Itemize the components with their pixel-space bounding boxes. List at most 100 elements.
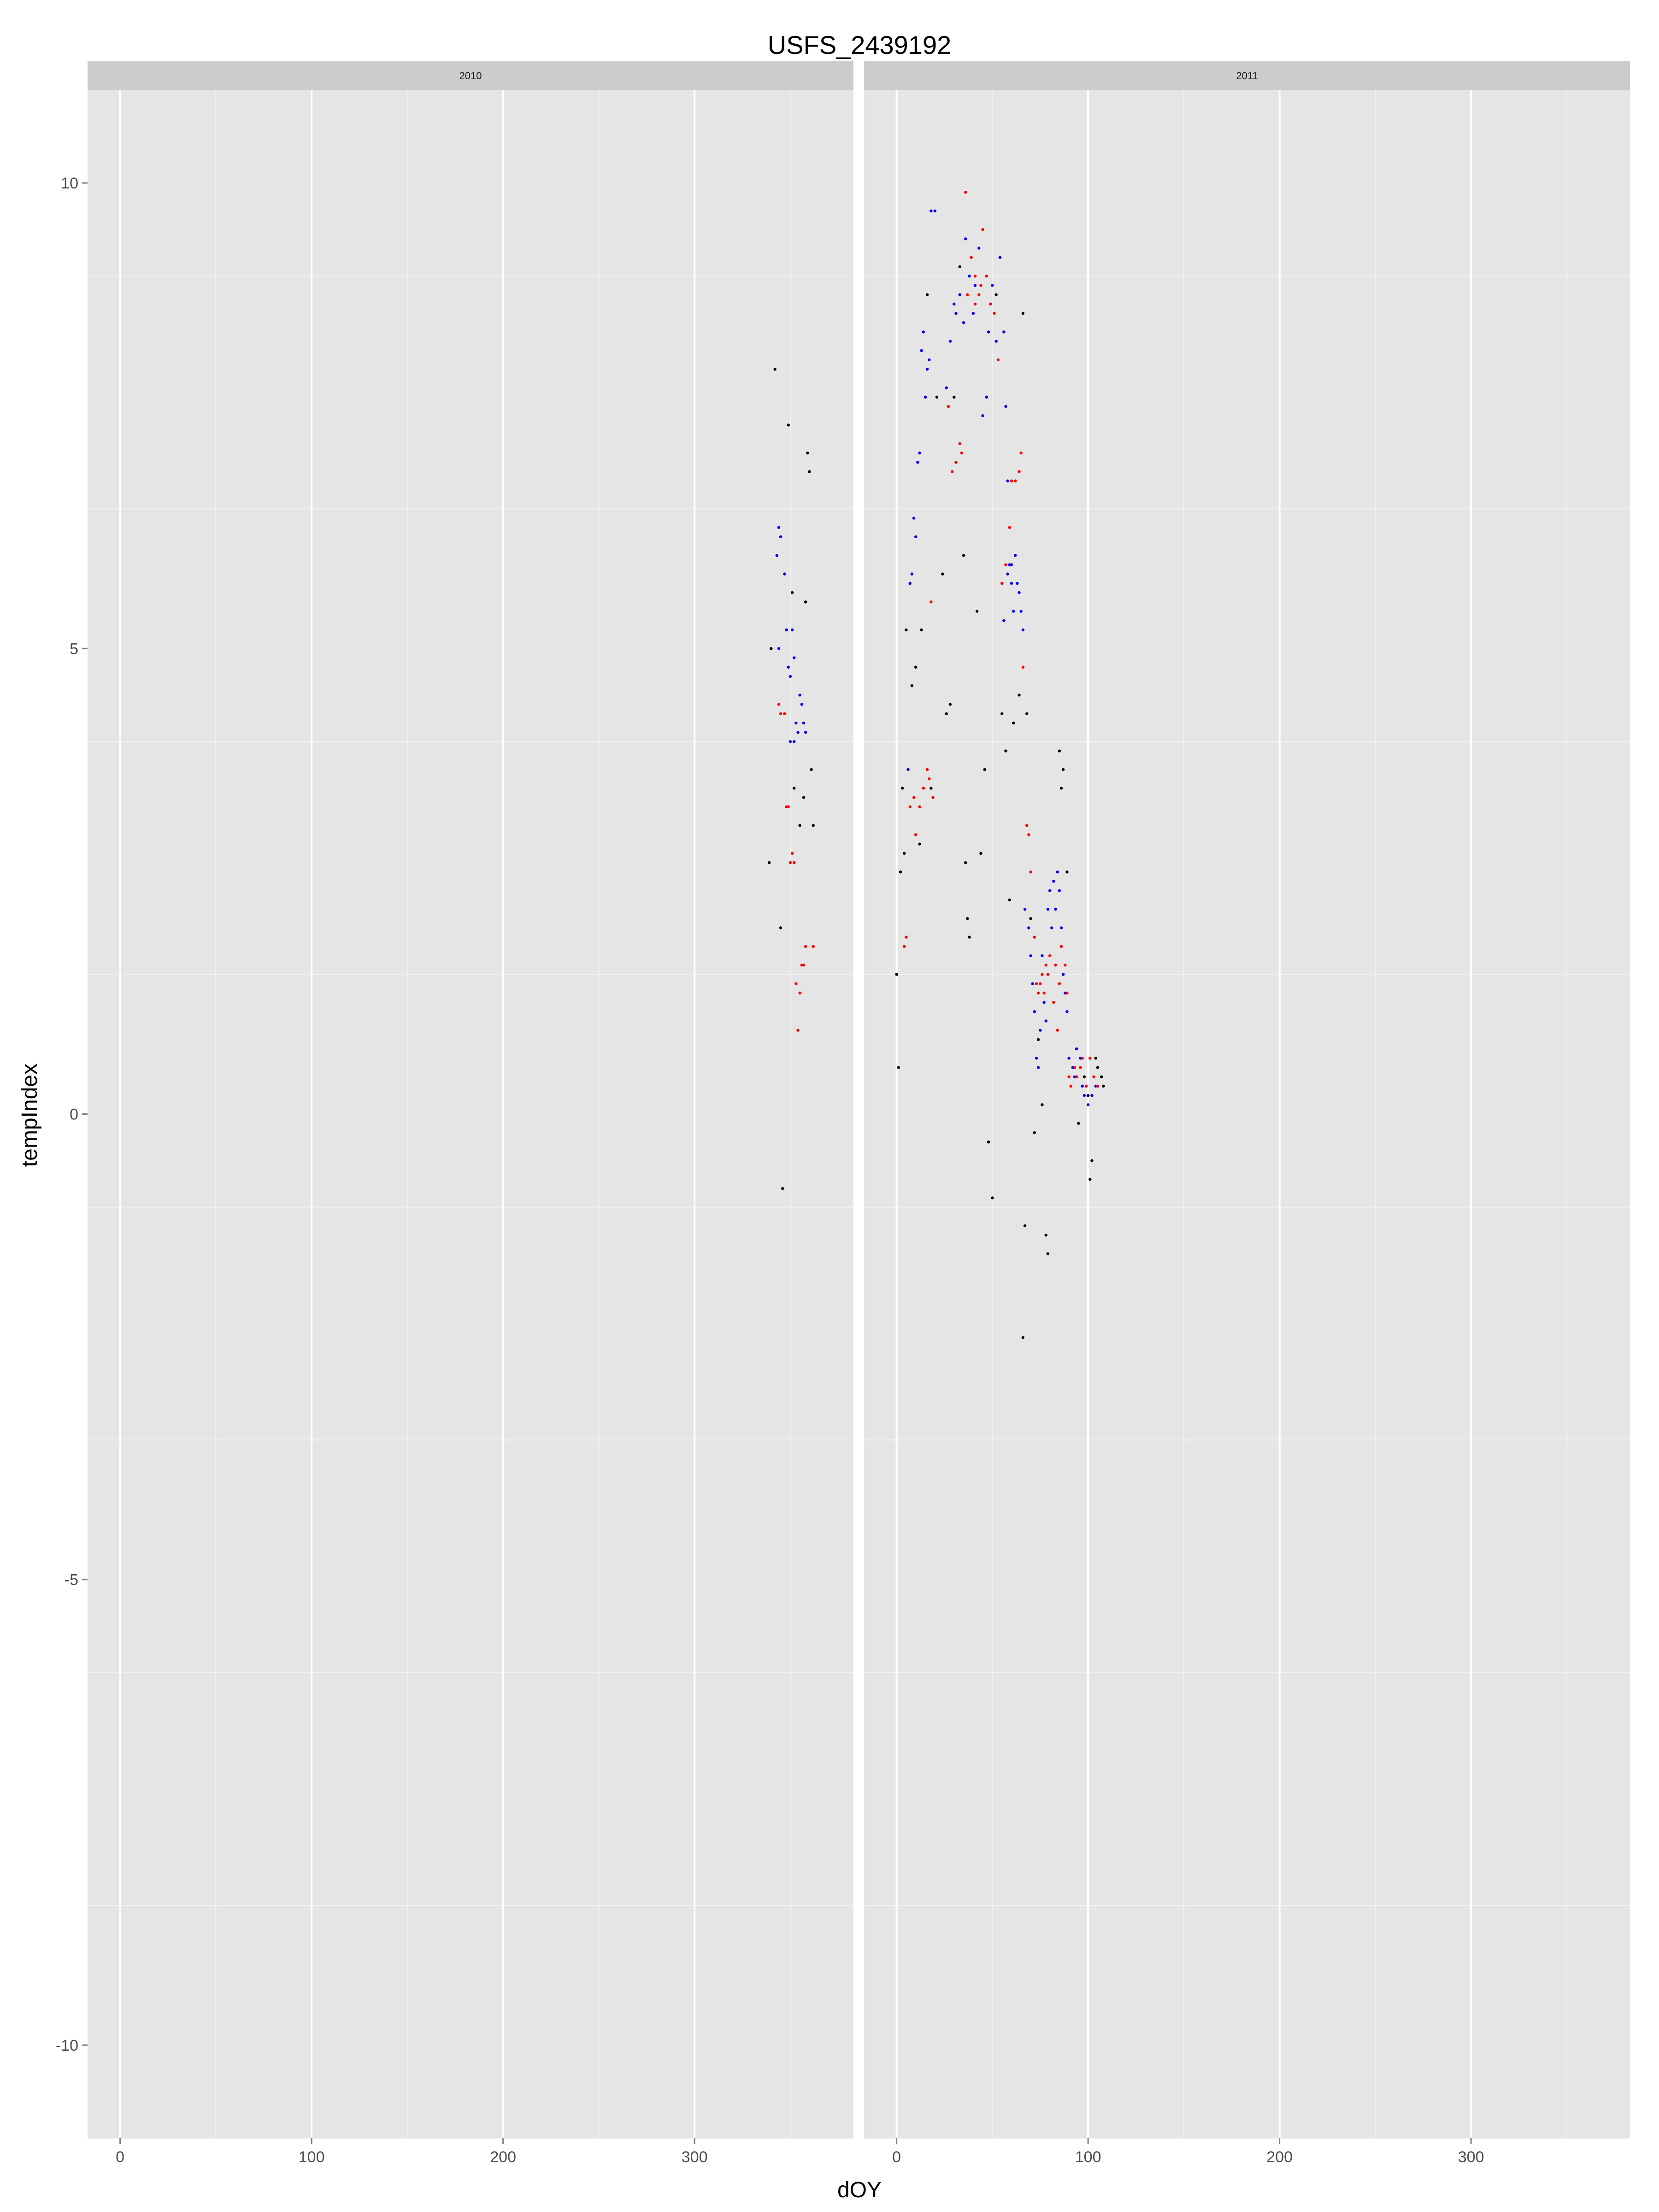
data-point bbox=[964, 861, 967, 865]
data-point bbox=[1075, 1075, 1078, 1078]
data-point bbox=[954, 460, 958, 464]
data-point bbox=[958, 293, 961, 296]
panel-points bbox=[895, 191, 1105, 1339]
data-point bbox=[903, 852, 906, 855]
data-point bbox=[788, 675, 792, 678]
data-point bbox=[1088, 1057, 1092, 1060]
data-point bbox=[1052, 880, 1055, 883]
data-point bbox=[1035, 982, 1038, 985]
data-point bbox=[804, 730, 807, 734]
data-point bbox=[987, 330, 990, 334]
data-point bbox=[1012, 610, 1015, 613]
data-point bbox=[783, 712, 786, 715]
data-point bbox=[964, 237, 967, 241]
data-point bbox=[1088, 1177, 1092, 1181]
data-point bbox=[1059, 945, 1063, 948]
data-point bbox=[1081, 1084, 1084, 1088]
data-point bbox=[908, 805, 912, 808]
data-point bbox=[958, 442, 961, 445]
data-point bbox=[1059, 926, 1063, 930]
data-point bbox=[994, 293, 998, 296]
data-point bbox=[773, 367, 777, 371]
data-point bbox=[785, 628, 788, 632]
x-tick-label: 0 bbox=[892, 2148, 901, 2166]
data-point bbox=[1065, 870, 1069, 874]
data-point bbox=[935, 395, 939, 399]
y-tick-label: 0 bbox=[70, 1106, 78, 1124]
data-point bbox=[1042, 991, 1046, 995]
data-point bbox=[1058, 889, 1061, 892]
data-point bbox=[796, 1029, 800, 1032]
data-point bbox=[977, 293, 981, 296]
panel-grid bbox=[88, 90, 853, 2139]
data-point bbox=[1090, 1159, 1094, 1162]
data-point bbox=[914, 833, 918, 836]
data-point bbox=[945, 712, 948, 715]
data-point bbox=[922, 787, 925, 790]
data-point bbox=[922, 330, 925, 334]
data-point bbox=[804, 600, 807, 604]
data-point bbox=[1039, 982, 1042, 985]
data-point bbox=[979, 284, 982, 287]
data-point bbox=[1002, 330, 1006, 334]
data-point bbox=[802, 964, 806, 967]
y-tick-label: 10 bbox=[61, 175, 78, 192]
data-point bbox=[790, 628, 794, 632]
data-point bbox=[1029, 917, 1032, 920]
data-point bbox=[1014, 479, 1017, 482]
data-point bbox=[1018, 470, 1021, 473]
data-point bbox=[1065, 1010, 1069, 1013]
data-point bbox=[964, 191, 967, 194]
data-point bbox=[1025, 712, 1029, 715]
data-point bbox=[1050, 926, 1053, 930]
data-point bbox=[779, 535, 782, 539]
data-point bbox=[1044, 1233, 1047, 1237]
data-point bbox=[1058, 982, 1061, 985]
data-point bbox=[941, 572, 944, 576]
data-point bbox=[1021, 312, 1025, 315]
x-tick-label: 300 bbox=[1458, 2148, 1484, 2166]
data-point bbox=[1002, 619, 1006, 622]
data-point bbox=[908, 582, 912, 585]
data-point bbox=[970, 256, 973, 259]
strip-label: 2011 bbox=[1236, 70, 1258, 82]
panel-2011: 2011 bbox=[864, 61, 1630, 2139]
data-point bbox=[1096, 1084, 1100, 1088]
data-point bbox=[794, 721, 798, 725]
data-point bbox=[1036, 1038, 1040, 1041]
data-point bbox=[783, 572, 786, 576]
data-point bbox=[983, 768, 986, 771]
data-point bbox=[991, 1196, 994, 1200]
data-point bbox=[1075, 1047, 1078, 1051]
data-point bbox=[1018, 694, 1021, 697]
data-point bbox=[1077, 1122, 1080, 1125]
data-point bbox=[930, 787, 933, 790]
data-point bbox=[1029, 870, 1032, 874]
data-point bbox=[920, 349, 923, 352]
data-point bbox=[787, 424, 790, 427]
data-point bbox=[1084, 1084, 1088, 1088]
data-point bbox=[1021, 665, 1025, 669]
panel-2010: 2010 bbox=[88, 61, 853, 2139]
data-point bbox=[954, 312, 958, 315]
data-point bbox=[1082, 1094, 1086, 1097]
data-point bbox=[924, 395, 927, 399]
data-point bbox=[1021, 628, 1025, 632]
data-point bbox=[906, 768, 910, 771]
data-point bbox=[958, 265, 961, 269]
data-point bbox=[968, 274, 971, 278]
data-point bbox=[1031, 982, 1034, 985]
data-point bbox=[810, 768, 813, 771]
data-point bbox=[998, 256, 1002, 259]
data-point bbox=[1046, 973, 1050, 976]
data-point bbox=[914, 665, 918, 669]
data-point bbox=[1023, 1224, 1027, 1228]
data-point bbox=[790, 591, 794, 594]
data-point bbox=[1046, 1252, 1050, 1255]
data-point bbox=[1082, 1075, 1086, 1078]
data-point bbox=[994, 340, 998, 343]
data-point bbox=[775, 554, 779, 557]
data-point bbox=[1027, 833, 1030, 836]
data-point bbox=[798, 694, 801, 697]
data-point bbox=[790, 852, 794, 855]
